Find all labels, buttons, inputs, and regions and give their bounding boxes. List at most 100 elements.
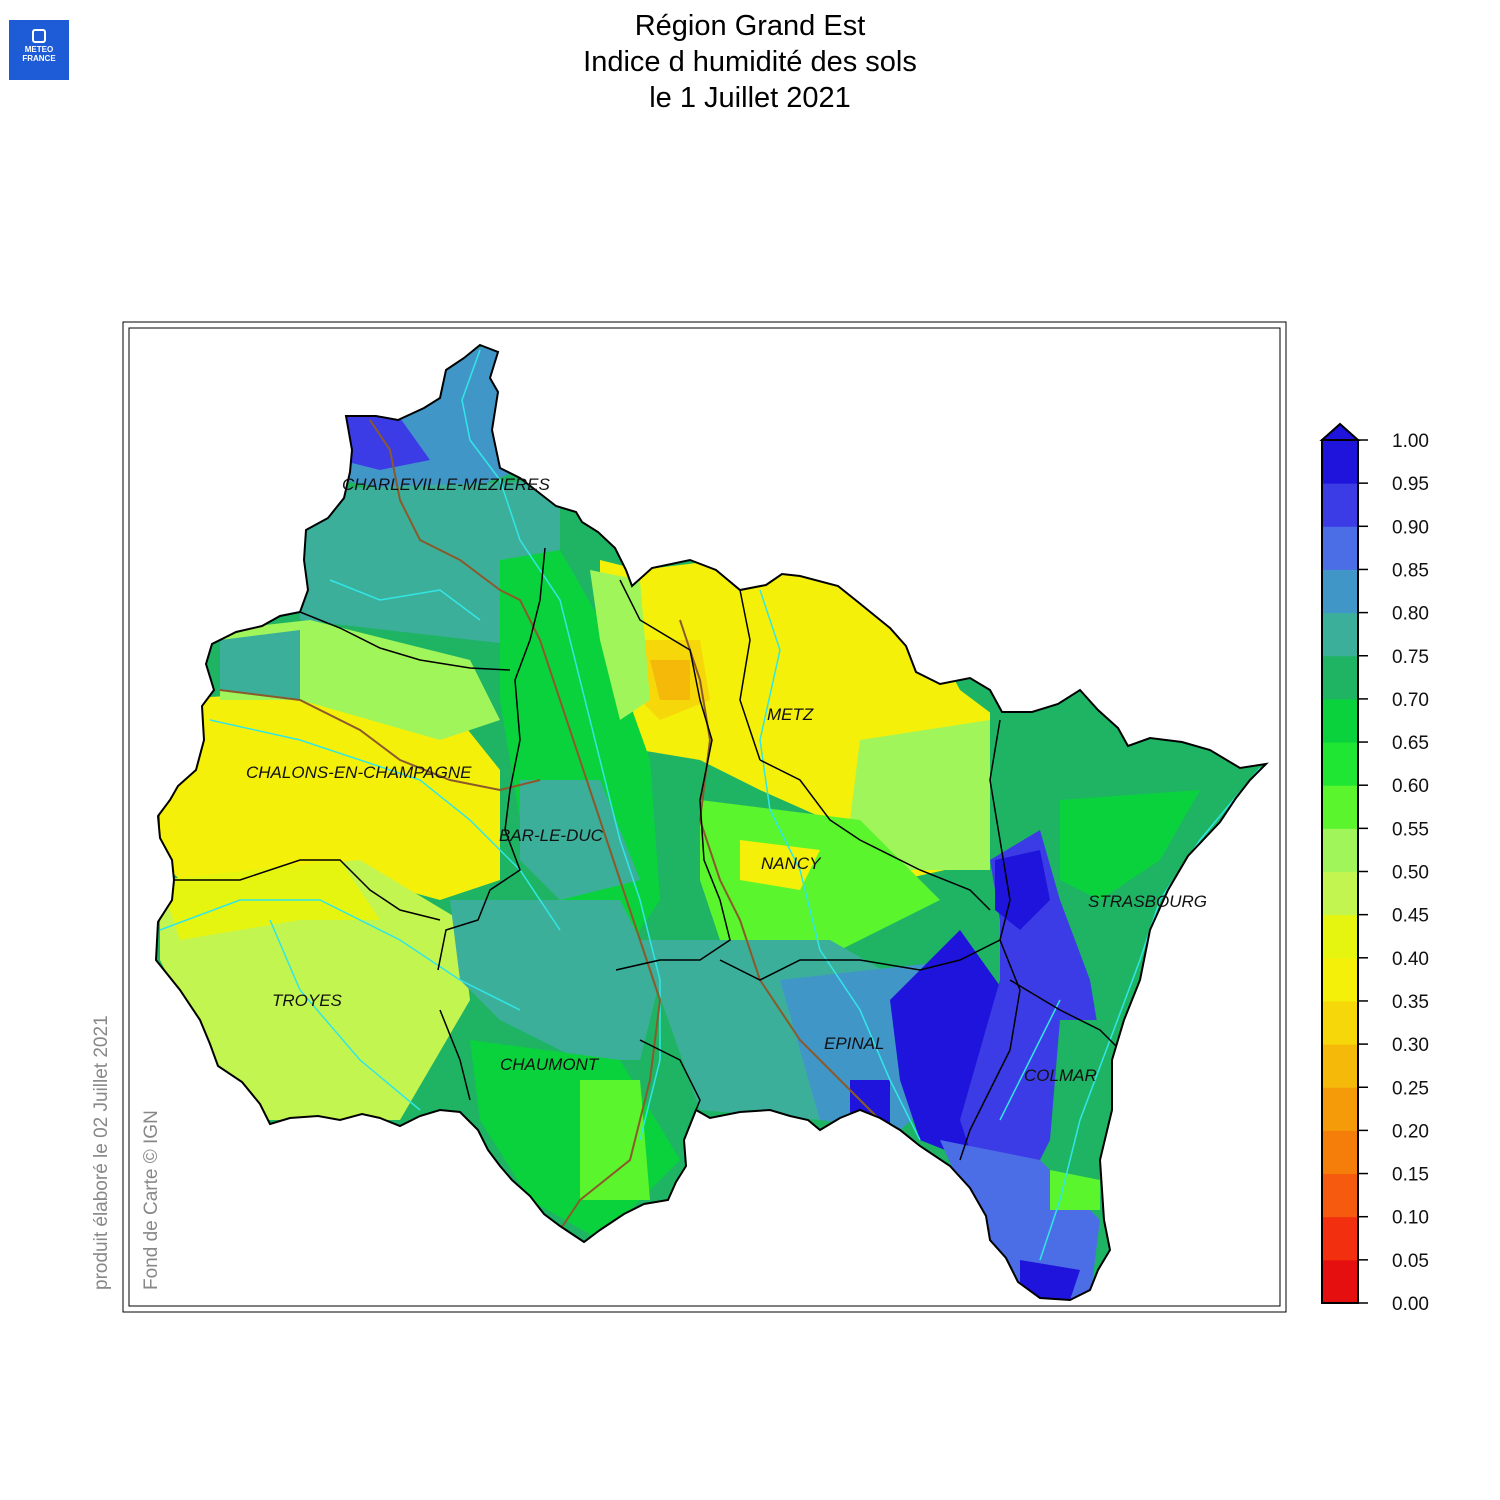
city-label-epinal: EPINAL: [824, 1034, 884, 1053]
plot-frame-outer: [122, 321, 1287, 1313]
legend-swatch: [1322, 440, 1358, 484]
city-label-chalons-en-champagne: CHALONS-EN-CHAMPAGNE: [246, 763, 472, 782]
legend-tick-label: 0.95: [1392, 474, 1429, 495]
legend-swatch: [1322, 655, 1358, 700]
soil-moisture-field: [156, 345, 1266, 1300]
region-outline: [154, 343, 1269, 1302]
title-date: le 1 Juillet 2021: [649, 82, 851, 114]
logo-line-2: FRANCE: [22, 54, 56, 63]
city-label-colmar: COLMAR: [1024, 1066, 1097, 1085]
basin-line-3: [219, 689, 541, 792]
dept-bas-haut-rhin: [1009, 979, 1121, 1051]
legend-tick-label: 0.55: [1392, 819, 1429, 840]
legend-tick-label: 0.40: [1392, 949, 1429, 970]
legend-tick-label: 0.05: [1392, 1251, 1429, 1272]
legend-overflow-arrow-icon: [1319, 422, 1361, 441]
zone-chaumont-north: [450, 900, 660, 1060]
legend-swatch: [1322, 526, 1358, 570]
map-title-block: Région Grand Est Indice d humidité des s…: [0, 8, 1500, 116]
river-seine: [269, 919, 421, 1111]
legend-swatches: [1322, 440, 1358, 1304]
legend-swatch: [1322, 957, 1358, 1002]
legend-swatch: [1322, 698, 1358, 743]
legend-tick-label: 0.25: [1392, 1078, 1429, 1099]
dept-mm-vosges: [719, 939, 1001, 981]
city-label-chaumont: CHAUMONT: [500, 1055, 600, 1074]
legend-tick-label: 0.65: [1392, 733, 1429, 754]
zone-meuse-north: [590, 570, 650, 720]
plot-frame-inner: [128, 327, 1281, 1307]
dept-hm-vosges: [639, 1039, 701, 1111]
legend-tick-label: 0.75: [1392, 647, 1429, 668]
legend-tick-label: 1.00: [1392, 431, 1429, 452]
legend-tick-label: 0.10: [1392, 1208, 1429, 1229]
zone-reims-moist: [220, 630, 300, 700]
city-label-metz: METZ: [767, 705, 814, 724]
dept-moselle-mm: [759, 759, 991, 911]
legend-tick-label: 0.15: [1392, 1165, 1429, 1186]
credit-produced-date: produit élaboré le 02 Juillet 2021: [91, 1015, 112, 1290]
legend-swatch: [1322, 914, 1358, 959]
dept-ardennes-marne: [299, 611, 511, 671]
legend-tick-label: 0.70: [1392, 690, 1429, 711]
legend-swatch: [1322, 612, 1358, 657]
legend-swatch: [1322, 1216, 1358, 1261]
logo-mark-icon: [32, 29, 46, 43]
legend-swatch: [1322, 1000, 1358, 1045]
city-label-strasbourg: STRASBOURG: [1088, 892, 1207, 911]
dept-marne-aube: [170, 859, 441, 921]
legend-swatch: [1322, 1044, 1358, 1088]
legend-tick-label: 0.80: [1392, 604, 1429, 625]
legend-tick-label: 0.90: [1392, 517, 1429, 538]
zone-ardennes-wet: [340, 405, 430, 470]
zone-charleville-moist: [300, 480, 560, 650]
city-label-bar-le-duc: BAR-LE-DUC: [499, 826, 604, 845]
zone-sundgau-wet: [1020, 1260, 1080, 1300]
meteo-france-logo: METEO FRANCE: [9, 20, 69, 80]
zone-metz-driest: [650, 660, 690, 700]
zone-east-lorraine: [850, 720, 990, 870]
zone-strasbourg-very-wet: [995, 850, 1050, 930]
river-aisne: [329, 579, 481, 621]
river-meuse: [461, 349, 661, 1141]
legend-tick-label: 0.30: [1392, 1035, 1429, 1056]
city-label-nancy: NANCY: [761, 854, 822, 873]
title-indicator: Indice d humidité des sols: [583, 46, 917, 78]
logo-line-1: METEO: [24, 45, 54, 54]
city-label-troyes: TROYES: [272, 991, 343, 1010]
river-moselle: [759, 589, 921, 1141]
dept-alsace-lorraine: [959, 719, 1021, 1161]
legend-swatch: [1322, 483, 1358, 527]
legend-tick-label: 0.50: [1392, 863, 1429, 884]
city-labels: CHARLEVILLE-MEZIERES METZ CHALONS-EN-CHA…: [246, 475, 1207, 1085]
legend-swatch: [1322, 1173, 1358, 1218]
legend-ticks: 1.00 0.95 0.90 0.85 0.80 0.75 0.70 0.65 0.60 0.55…: [1358, 431, 1429, 1315]
dept-meuse-west: [437, 547, 546, 971]
zone-nancy: [700, 800, 940, 960]
legend-swatch: [1322, 569, 1358, 614]
legend-tick-label: 0.45: [1392, 906, 1429, 927]
zone-epinal-wet: [850, 1080, 890, 1130]
title-region: Région Grand Est: [634, 10, 866, 42]
legend-tick-label: 0.20: [1392, 1121, 1429, 1142]
zone-nancy-dry: [740, 840, 820, 890]
legend-swatch: [1322, 1087, 1358, 1131]
river-aube: [159, 899, 521, 1011]
legend-tick-label: 0.35: [1392, 992, 1429, 1013]
color-legend: 1.00 0.95 0.90 0.85 0.80 0.75 0.70 0.65 0.60 0.55…: [1319, 422, 1429, 1315]
legend-tick-label: 0.60: [1392, 776, 1429, 797]
zone-chaumont-southeast: [580, 1080, 650, 1200]
city-label-charleville-mezieres: CHARLEVILLE-MEZIERES: [342, 475, 550, 494]
zone-bar-le-duc: [520, 780, 640, 900]
zone-chalons-dry: [160, 690, 500, 900]
river-marne: [209, 719, 561, 931]
department-boundaries: [170, 547, 1121, 1161]
legend-swatch: [1322, 1130, 1358, 1175]
credit-basemap: Fond de Carte © IGN: [141, 1110, 162, 1290]
legend-swatch: [1322, 871, 1358, 916]
dept-meuse-east: [615, 579, 731, 971]
dept-moselle-west: [739, 589, 761, 761]
legend-tick-label: 0.85: [1392, 560, 1429, 581]
zone-sundgau-green: [1050, 1170, 1100, 1210]
